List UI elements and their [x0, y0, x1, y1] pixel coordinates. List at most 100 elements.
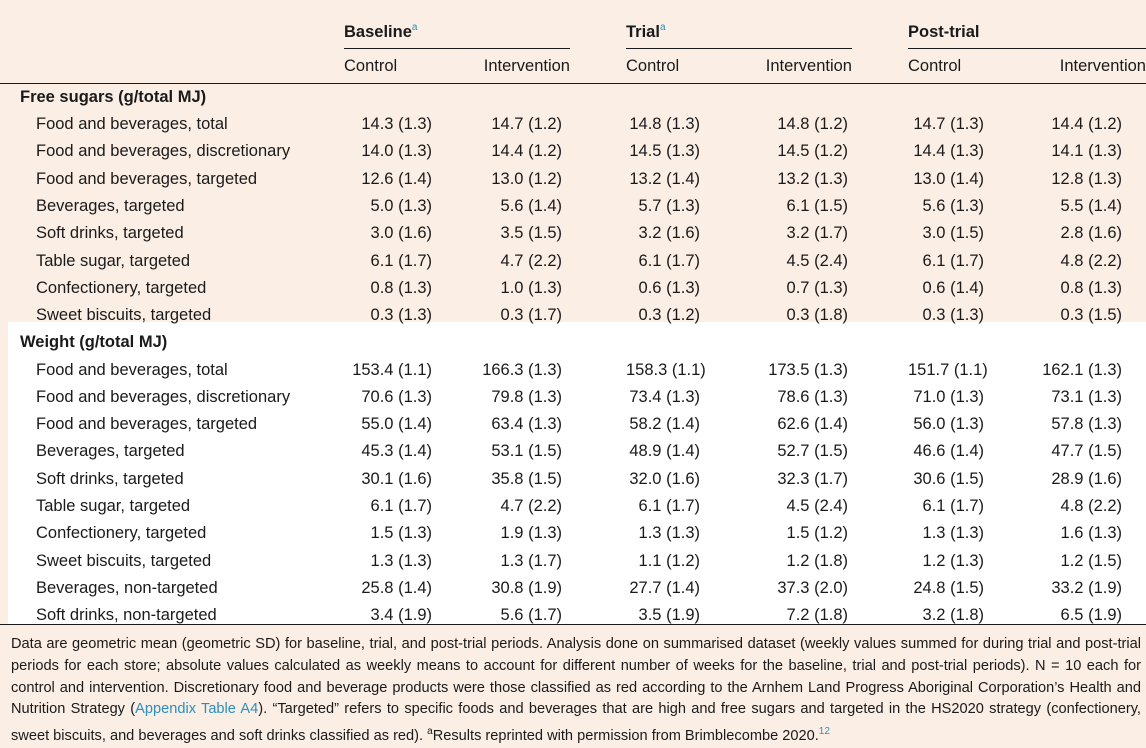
group-header-trial: Triala — [626, 0, 852, 49]
cell-post-trial-control: 14.4 (1.3) — [913, 142, 984, 161]
post-trial-cells: 6.1 (1.7) 4.8 (2.2) — [908, 493, 1146, 520]
header-subcolumn-row: Control Intervention Control Intervention Co… — [0, 48, 1146, 84]
row-label: Table sugar, targeted — [36, 497, 191, 515]
cell-baseline-intervention: 1.9 (1.3) — [500, 524, 562, 543]
cell-baseline-intervention: 5.6 (1.7) — [500, 606, 562, 625]
trial-cells: 73.4 (1.3) 78.6 (1.3) — [626, 384, 852, 411]
post-trial-cells: 0.6 (1.4) 0.8 (1.3) — [908, 275, 1146, 302]
cell-trial-intervention: 37.3 (2.0) — [777, 578, 848, 597]
cell-trial-control: 3.5 (1.9) — [638, 606, 700, 625]
table-row: Sweet biscuits, targeted 1.3 (1.3) 1.3 (1.… — [0, 547, 1146, 574]
cell-trial-intervention: 62.6 (1.4) — [777, 415, 848, 434]
cell-trial-control: 6.1 (1.7) — [638, 497, 700, 515]
group-header-baseline: Baselinea — [344, 0, 570, 49]
row-label: Confectionery, targeted — [36, 524, 207, 543]
cell-baseline-intervention: 35.8 (1.5) — [491, 469, 562, 488]
row-label: Food and beverages, targeted — [36, 415, 258, 434]
cell-baseline-intervention: 1.0 (1.3) — [500, 278, 562, 297]
subheader-trial-cell: Control Intervention — [626, 48, 852, 84]
cell-baseline-intervention: 3.5 (1.5) — [500, 224, 562, 243]
trial-cells: 6.1 (1.7) 4.5 (2.4) — [626, 493, 852, 520]
cell-post-trial-control: 24.8 (1.5) — [913, 578, 984, 597]
cell-baseline-control: 0.3 (1.3) — [370, 306, 432, 325]
cell-trial-intervention: 0.3 (1.8) — [786, 306, 848, 325]
footnote-marker: a — [427, 726, 433, 738]
cell-baseline-intervention: 53.1 (1.5) — [491, 442, 562, 461]
cell-trial-control: 5.7 (1.3) — [638, 197, 700, 216]
post-trial-cells: 14.4 (1.3) 14.1 (1.3) — [908, 138, 1146, 165]
reference-link[interactable]: 12 — [818, 726, 830, 738]
results-table: Baselinea Triala Post-trial Control Inter… — [0, 0, 1146, 629]
row-label: Food and beverages, discretionary — [36, 142, 291, 161]
cell-post-trial-intervention: 12.8 (1.3) — [1051, 169, 1122, 188]
cell-trial-control: 27.7 (1.4) — [629, 578, 700, 597]
cell-post-trial-control: 13.0 (1.4) — [913, 169, 984, 188]
table-row: Food and beverages, discretionary 70.6 (1… — [0, 384, 1146, 411]
table-row: Food and beverages, targeted 55.0 (1.4) 63… — [0, 411, 1146, 438]
trial-cells: 27.7 (1.4) 37.3 (2.0) — [626, 575, 852, 602]
section-header: Weight (g/total MJ) — [0, 329, 1146, 356]
row-label: Food and beverages, discretionary — [36, 387, 291, 406]
table-row: Food and beverages, targeted 12.6 (1.4) 13… — [0, 166, 1146, 193]
table-row: Soft drinks, non-targeted 3.4 (1.9) 5.6 (1… — [0, 602, 1146, 629]
post-trial-cells: 0.3 (1.3) 0.3 (1.5) — [908, 302, 1146, 329]
cell-trial-control: 58.2 (1.4) — [629, 415, 700, 434]
post-trial-cells: 46.6 (1.4) 47.7 (1.5) — [908, 438, 1146, 465]
trial-cells: 158.3 (1.1) 173.5 (1.3) — [626, 356, 852, 383]
cell-post-trial-control: 46.6 (1.4) — [913, 442, 984, 461]
table-bottom-rule — [0, 624, 1146, 625]
cell-post-trial-intervention: 14.1 (1.3) — [1051, 142, 1122, 161]
cell-trial-intervention: 52.7 (1.5) — [777, 442, 848, 461]
cell-post-trial-intervention: 0.8 (1.3) — [1060, 278, 1122, 297]
cell-trial-control: 73.4 (1.3) — [629, 387, 700, 406]
cell-baseline-intervention: 14.7 (1.2) — [491, 115, 562, 134]
trial-cells: 1.1 (1.2) 1.2 (1.8) — [626, 547, 852, 574]
row-label: Food and beverages, targeted — [36, 169, 258, 188]
cell-trial-intervention: 6.1 (1.5) — [786, 197, 848, 216]
cell-trial-control: 158.3 (1.1) — [626, 360, 706, 379]
table-row: Beverages, targeted 5.0 (1.3) 5.6 (1.4) 5.7… — [0, 193, 1146, 220]
cell-trial-control: 13.2 (1.4) — [629, 169, 700, 188]
trial-cells: 13.2 (1.4) 13.2 (1.3) — [626, 166, 852, 193]
cell-baseline-intervention: 13.0 (1.2) — [491, 169, 562, 188]
table-row: Food and beverages, total 14.3 (1.3) 14.7 … — [0, 111, 1146, 138]
post-trial-cells: 6.1 (1.7) 4.8 (2.2) — [908, 247, 1146, 274]
cell-trial-intervention: 1.2 (1.8) — [786, 551, 848, 570]
row-label: Beverages, targeted — [36, 197, 185, 216]
cell-baseline-intervention: 5.6 (1.4) — [500, 197, 562, 216]
footnote-text: Data are geometric mean (geometric SD) f… — [11, 636, 1141, 718]
appendix-link[interactable]: Appendix Table A4 — [135, 701, 259, 718]
subheader-intervention: Intervention — [765, 56, 852, 75]
cell-post-trial-control: 71.0 (1.3) — [913, 387, 984, 406]
cell-baseline-control: 14.0 (1.3) — [361, 142, 432, 161]
cell-post-trial-intervention: 4.8 (2.2) — [1060, 251, 1122, 270]
cell-baseline-intervention: 4.7 (2.2) — [500, 497, 562, 515]
table-row: Beverages, targeted 45.3 (1.4) 53.1 (1.5) 4… — [0, 438, 1146, 465]
row-label: Beverages, targeted — [36, 442, 185, 461]
row-label: Food and beverages, total — [36, 360, 228, 379]
subheader-control: Control — [344, 48, 432, 84]
section-title: Free sugars (g/total MJ) — [20, 88, 207, 106]
cell-post-trial-intervention: 73.1 (1.3) — [1051, 387, 1122, 406]
trial-cells: 14.5 (1.3) 14.5 (1.2) — [626, 138, 852, 165]
table-row: Table sugar, targeted 6.1 (1.7) 4.7 (2.2) 6… — [0, 493, 1146, 520]
row-label: Table sugar, targeted — [36, 251, 191, 270]
cell-post-trial-control: 5.6 (1.3) — [922, 197, 984, 216]
cell-trial-control: 0.6 (1.3) — [638, 278, 700, 297]
cell-baseline-intervention: 63.4 (1.3) — [491, 415, 562, 434]
cell-baseline-control: 55.0 (1.4) — [361, 415, 432, 434]
cell-baseline-control: 1.5 (1.3) — [370, 524, 432, 543]
cell-post-trial-control: 0.3 (1.3) — [922, 306, 984, 325]
post-trial-cells: 1.2 (1.3) 1.2 (1.5) — [908, 547, 1146, 574]
footnote-text-2: ). “Targeted” refers to specific foods a… — [11, 701, 1141, 745]
subheader-post-trial-cell: Control Intervention — [908, 48, 1146, 84]
post-trial-cells: 13.0 (1.4) 12.8 (1.3) — [908, 166, 1146, 193]
cell-post-trial-intervention: 1.6 (1.3) — [1060, 524, 1122, 543]
cell-post-trial-intervention: 1.2 (1.5) — [1060, 551, 1122, 570]
cell-trial-control: 6.1 (1.7) — [638, 251, 700, 270]
row-label: Confectionery, targeted — [36, 278, 207, 297]
cell-trial-control: 32.0 (1.6) — [629, 469, 700, 488]
cell-baseline-intervention: 79.8 (1.3) — [491, 387, 562, 406]
cell-trial-intervention: 7.2 (1.8) — [786, 606, 848, 625]
cell-baseline-control: 25.8 (1.4) — [361, 578, 432, 597]
